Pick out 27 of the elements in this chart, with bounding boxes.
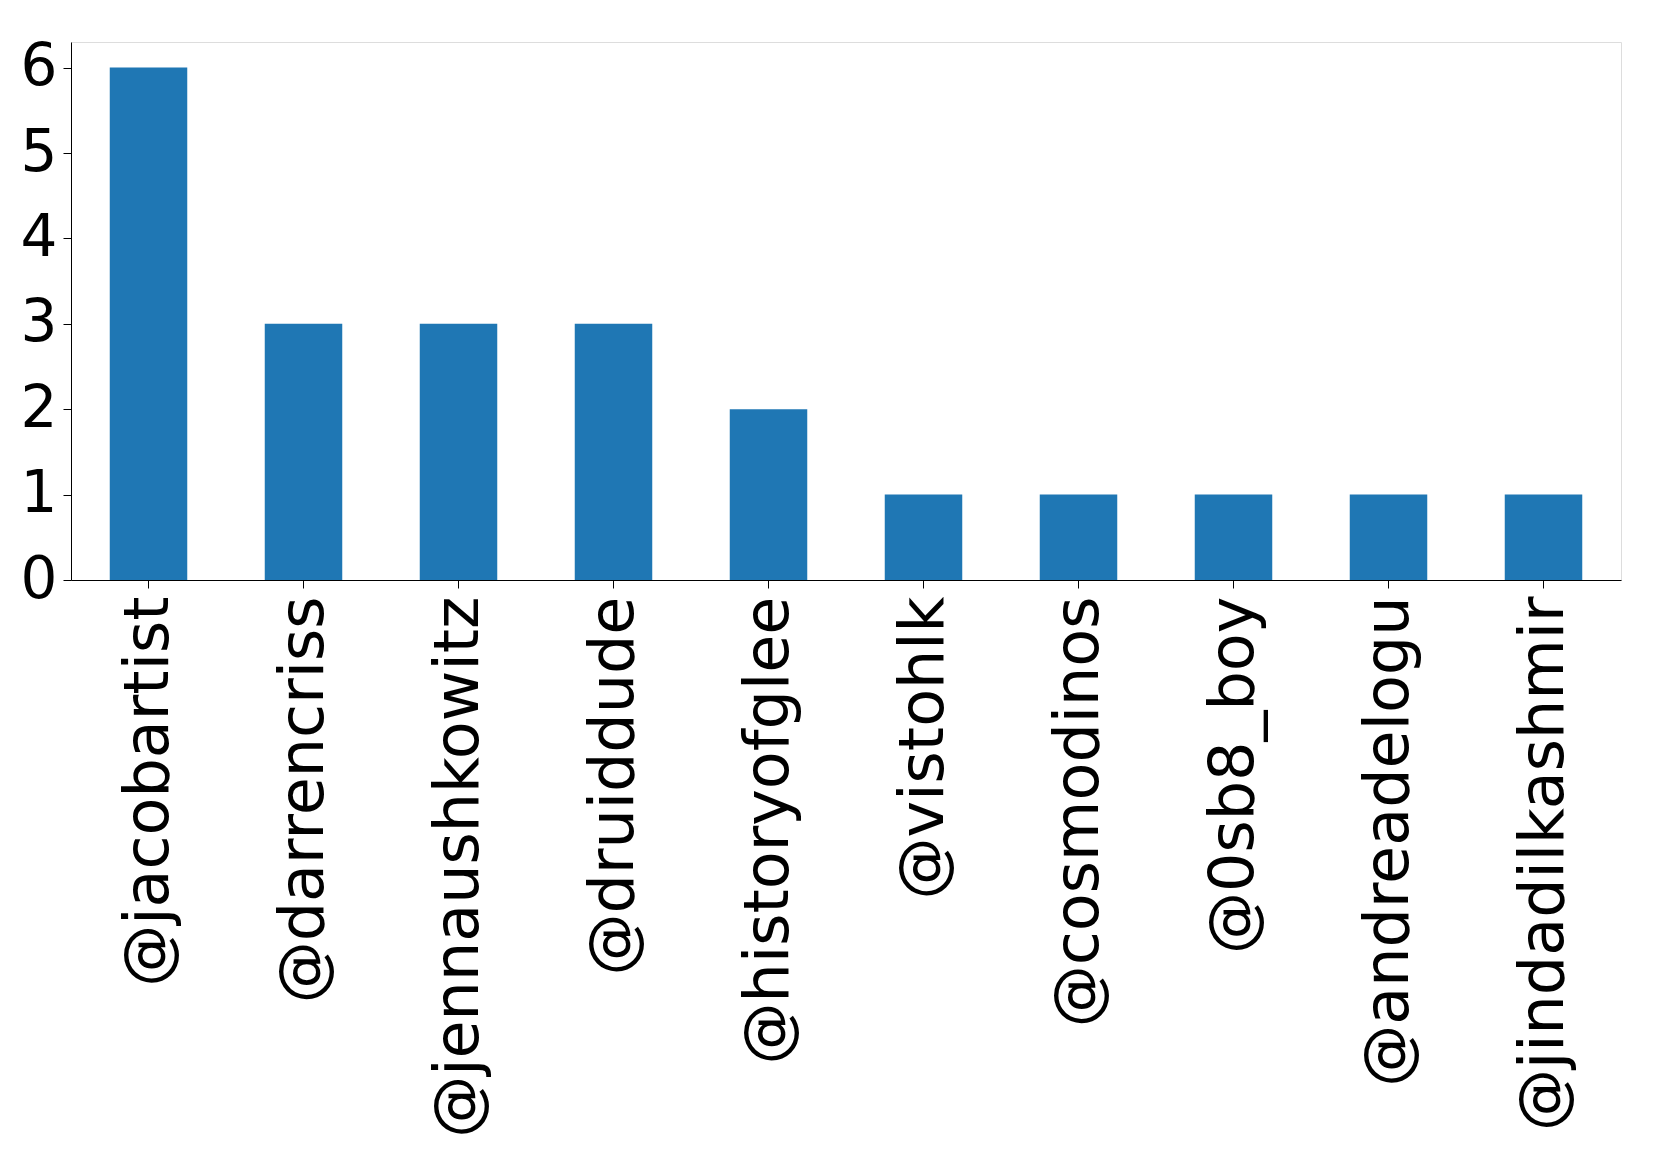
x-tick-label: @jindadilkashmir: [1504, 596, 1578, 1131]
bar: [1039, 494, 1118, 580]
x-tick-label: @druiddude: [574, 596, 648, 976]
y-tick-label: 4: [20, 201, 58, 270]
x-tick-label: @cosmodinos: [1039, 596, 1113, 1028]
bar: [419, 323, 498, 580]
bar: [729, 409, 808, 580]
y-tick-label: 1: [20, 458, 58, 527]
x-tick-label: @historyofglee: [729, 596, 803, 1065]
x-tick-label: @jacobartist: [109, 596, 183, 987]
x-tick-label: @0sb8_boy: [1194, 596, 1268, 955]
bar: [264, 323, 343, 580]
x-tick-label: @andreadelogu: [1349, 596, 1423, 1087]
x-tick-label: @vistohlk: [884, 596, 958, 900]
y-tick-label: 5: [20, 116, 58, 185]
bar: [884, 494, 963, 580]
x-tick-label: @darrencriss: [264, 596, 338, 1004]
bar: [1349, 494, 1428, 580]
y-tick-label: 2: [20, 372, 58, 441]
bar: [574, 323, 653, 580]
y-tick-label: 3: [20, 287, 58, 356]
x-tick-label: @jennaushkowitz: [419, 596, 493, 1138]
bar: [1194, 494, 1273, 580]
bar: [1504, 494, 1583, 580]
bar: [109, 67, 188, 580]
y-tick-label: 0: [20, 543, 58, 612]
y-tick-label: 6: [20, 31, 58, 100]
